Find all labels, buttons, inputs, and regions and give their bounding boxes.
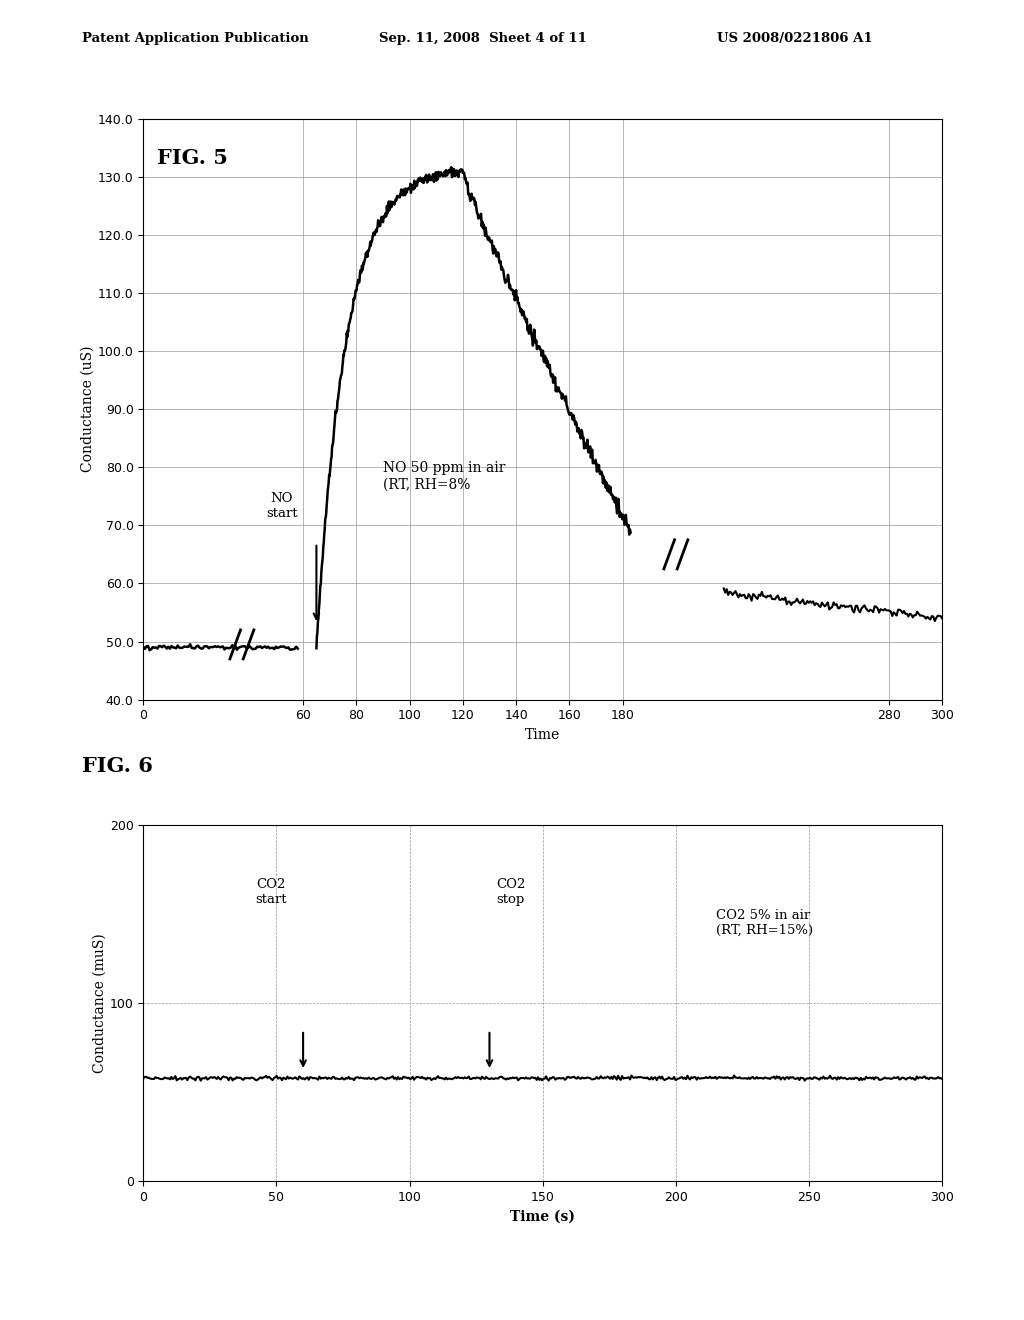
- Text: US 2008/0221806 A1: US 2008/0221806 A1: [717, 32, 872, 45]
- Text: FIG. 5: FIG. 5: [157, 148, 227, 168]
- X-axis label: Time: Time: [525, 727, 560, 742]
- X-axis label: Time (s): Time (s): [510, 1209, 575, 1224]
- Text: FIG. 6: FIG. 6: [82, 756, 153, 776]
- Text: NO 50 ppm in air
(RT, RH=8%: NO 50 ppm in air (RT, RH=8%: [383, 462, 506, 491]
- Text: Sep. 11, 2008  Sheet 4 of 11: Sep. 11, 2008 Sheet 4 of 11: [379, 32, 587, 45]
- Y-axis label: Conductance (uS): Conductance (uS): [81, 346, 95, 473]
- Y-axis label: Conductance (muS): Conductance (muS): [93, 933, 106, 1073]
- Text: NO
start: NO start: [266, 491, 298, 520]
- Text: CO2
start: CO2 start: [255, 879, 287, 907]
- Text: CO2 5% in air
(RT, RH=15%): CO2 5% in air (RT, RH=15%): [716, 909, 813, 937]
- Text: Patent Application Publication: Patent Application Publication: [82, 32, 308, 45]
- Text: CO2
stop: CO2 stop: [496, 879, 525, 907]
